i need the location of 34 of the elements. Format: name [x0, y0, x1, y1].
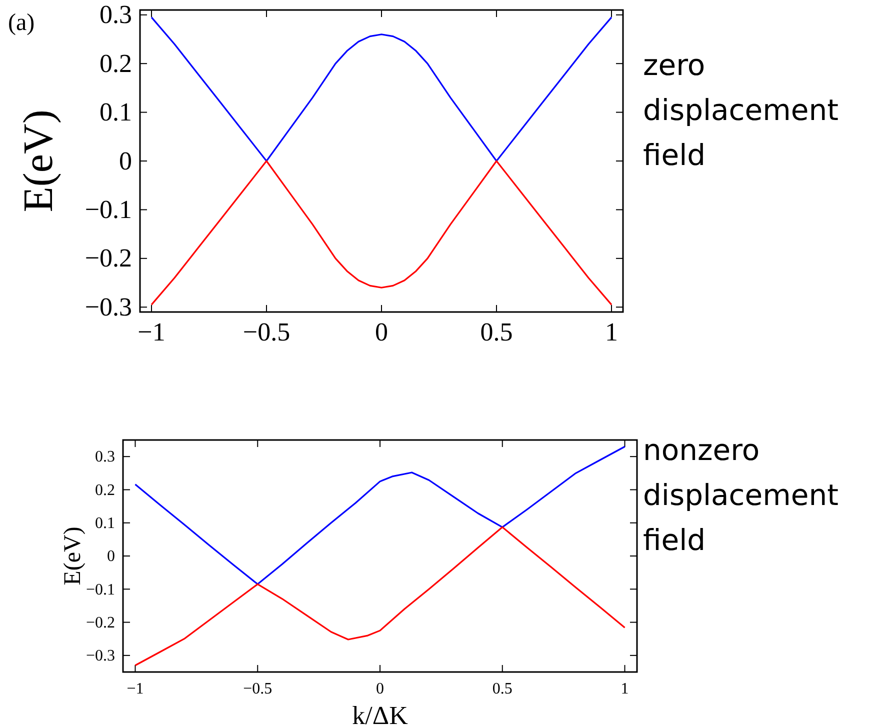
x-tick-label: 0 [376, 680, 384, 698]
y-tick-label: −0.1 [86, 581, 115, 598]
y-tick-label: 0 [119, 146, 132, 176]
y-tick-label: −0.1 [84, 195, 132, 224]
y-tick-label: 0.3 [95, 448, 115, 466]
y-tick-label: 0.2 [100, 48, 132, 78]
x-tick-label: −0.5 [242, 317, 290, 346]
x-tick-label: 1 [620, 680, 629, 698]
y-tick-label: 0 [107, 548, 115, 566]
y-tick-label: 0.1 [95, 514, 115, 532]
y-tick-label: 0.3 [100, 0, 132, 30]
line-series [150, 160, 612, 306]
text: nonzero displacement field [643, 433, 838, 557]
x-tick-label: 1 [605, 317, 618, 346]
y-axis-title: E(eV) [60, 526, 86, 586]
x-tick-label: −1 [126, 680, 144, 698]
line-series [134, 526, 626, 666]
y-axis-title: E(eV) [16, 110, 62, 212]
text: zero displacement field [643, 48, 838, 172]
y-tick-label: −0.3 [84, 292, 132, 322]
y-tick-label: 0.2 [95, 482, 115, 499]
x-tick-label: 0.5 [492, 680, 512, 698]
line-series [150, 16, 612, 162]
y-tick-label: −0.2 [86, 614, 115, 632]
y-tick-label: 0.1 [100, 98, 132, 127]
x-tick-label: −1 [138, 317, 166, 346]
x-tick-label: 0 [375, 317, 388, 346]
x-tick-label: −0.5 [243, 680, 272, 698]
y-tick-label: −0.3 [86, 648, 115, 665]
text: (a) [8, 10, 35, 36]
x-tick-label: 0.5 [480, 317, 513, 346]
line-series [134, 446, 626, 585]
x-axis-title: k/ΔK [352, 701, 408, 728]
y-tick-label: −0.2 [84, 244, 132, 273]
